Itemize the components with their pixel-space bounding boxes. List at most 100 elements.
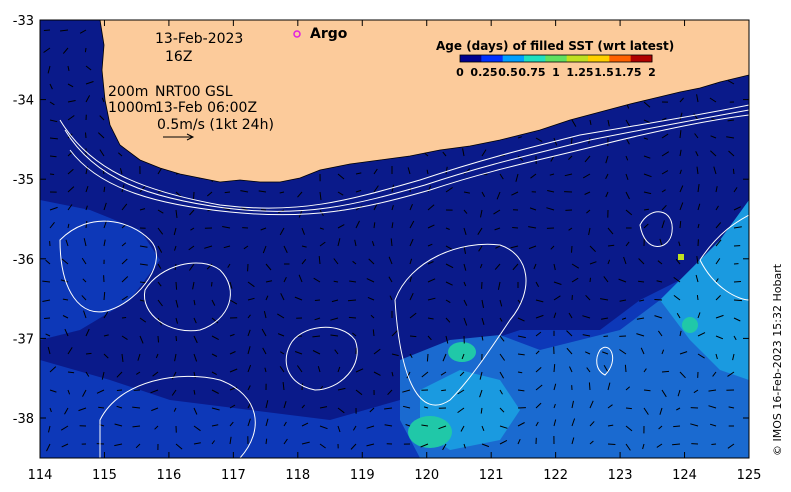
- current-vector: [696, 166, 699, 175]
- current-vector: [462, 148, 465, 157]
- current-vector: [553, 295, 561, 301]
- colorbar-tick-label: 1: [552, 66, 560, 79]
- current-vector: [331, 299, 339, 303]
- current-vector: [206, 191, 213, 197]
- current-vector: [82, 389, 87, 397]
- current-vector: [550, 245, 555, 250]
- current-vector: [710, 150, 717, 157]
- current-vector: [409, 258, 413, 265]
- current-time-label: 13-Feb 06:00Z: [155, 100, 257, 116]
- current-vector: [463, 443, 466, 449]
- current-vector: [570, 137, 573, 144]
- current-vector: [654, 315, 663, 319]
- current-vector: [211, 440, 216, 445]
- current-vector: [301, 258, 307, 265]
- current-vector: [154, 425, 159, 430]
- current-vector: [49, 221, 55, 229]
- current-vector: [247, 314, 251, 319]
- current-vector: [229, 368, 238, 373]
- current-vector: [445, 187, 453, 193]
- colorbar-title: Age (days) of filled SST (wrt latest): [436, 39, 674, 53]
- current-vector: [280, 293, 285, 301]
- current-vector: [427, 278, 436, 283]
- current-vector: [657, 330, 663, 337]
- current-vector: [150, 389, 159, 394]
- vector-scale-label: 0.5m/s (1kt 24h): [157, 117, 274, 133]
- current-vector: [679, 185, 684, 193]
- current-vector: [427, 335, 432, 341]
- current-vector: [727, 80, 735, 85]
- current-vector: [564, 173, 573, 177]
- current-vector: [584, 155, 591, 163]
- current-vector: [569, 366, 573, 373]
- current-vector: [390, 238, 393, 247]
- current-vector: [642, 443, 645, 450]
- current-vector: [262, 245, 267, 254]
- current-vector: [457, 407, 465, 414]
- current-vector: [49, 119, 58, 123]
- current-vector: [409, 353, 413, 359]
- colorbar-segment: [502, 55, 525, 62]
- current-vector: [174, 353, 177, 362]
- current-vector: [121, 203, 128, 211]
- current-vector: [355, 389, 363, 396]
- current-vector: [103, 291, 106, 301]
- current-vector: [247, 281, 255, 288]
- current-vector: [354, 239, 357, 247]
- current-vector: [409, 312, 417, 319]
- current-vector: [247, 385, 251, 391]
- current-vector: [367, 296, 375, 301]
- current-vector: [732, 168, 735, 175]
- x-tick-label: 114: [28, 468, 53, 483]
- current-vector: [229, 351, 236, 355]
- current-vector: [535, 331, 542, 337]
- current-vector: [535, 299, 544, 303]
- current-vector: [406, 371, 411, 379]
- current-vector: [623, 256, 627, 265]
- current-vector: [679, 220, 682, 229]
- current-vector: [427, 261, 434, 265]
- current-vector: [728, 150, 735, 157]
- current-vector: [121, 353, 124, 362]
- colorbar-tick-label: 1.75: [614, 66, 641, 79]
- current-vector: [369, 407, 375, 413]
- current-vector: [679, 149, 682, 157]
- current-vector: [459, 371, 465, 377]
- current-vector: [535, 421, 539, 427]
- current-vector: [463, 245, 466, 254]
- current-vector: [355, 189, 362, 193]
- current-vector: [114, 423, 123, 427]
- current-vector: [679, 97, 684, 103]
- current-vector: [119, 168, 123, 175]
- x-axis: 114 115 116 117 118 119 120 121 122 123 124 125: [28, 20, 761, 483]
- current-vector: [640, 347, 645, 355]
- current-vector: [373, 168, 378, 175]
- current-vector: [515, 173, 519, 182]
- current-vector: [607, 259, 611, 265]
- current-vector: [656, 280, 663, 283]
- current-vector: [45, 259, 51, 265]
- current-vector: [553, 263, 556, 271]
- current-vector: [368, 258, 375, 265]
- contour-eddy-1: [144, 262, 231, 332]
- current-vector: [566, 330, 573, 337]
- current-vector: [696, 295, 699, 301]
- current-vector: [605, 191, 609, 198]
- current-vector: [733, 206, 742, 211]
- current-vector: [697, 184, 700, 193]
- current-vector: [279, 366, 285, 373]
- sea-level-contours: [59, 104, 749, 458]
- current-vector: [78, 407, 87, 412]
- current-vector: [103, 202, 107, 211]
- current-vector: [695, 151, 699, 157]
- current-vector: [139, 245, 148, 248]
- current-vector: [388, 256, 393, 265]
- current-vector: [103, 220, 108, 229]
- x-tick-label: 118: [285, 468, 310, 483]
- current-vector: [496, 191, 501, 200]
- current-vector: [157, 227, 164, 235]
- current-vector: [589, 277, 591, 283]
- current-vector: [618, 278, 627, 283]
- current-vector: [695, 274, 699, 283]
- colorbar-ticks: 0 0.25 0.5 0.75 1 1.25 1.5 1.75 2: [456, 66, 656, 79]
